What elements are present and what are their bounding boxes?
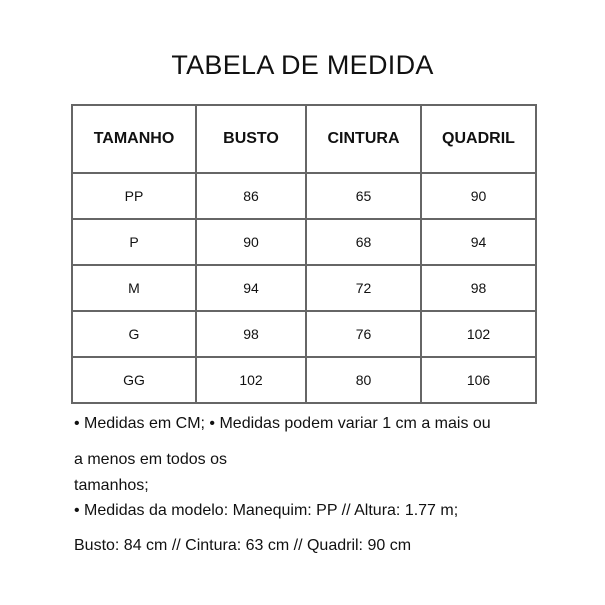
cell-quadril: 94 — [420, 218, 537, 266]
cell-busto: 102 — [195, 356, 307, 404]
cell-quadril: 90 — [420, 172, 537, 220]
note-line: • Medidas em CM; • Medidas podem variar … — [74, 415, 491, 432]
header-quadril: QUADRIL — [420, 104, 537, 174]
cell-size: P — [71, 218, 197, 266]
cell-busto: 86 — [195, 172, 307, 220]
table-row: PP 86 65 90 — [71, 172, 537, 220]
cell-cintura: 80 — [305, 356, 422, 404]
cell-quadril: 106 — [420, 356, 537, 404]
note-line: tamanhos; — [74, 477, 149, 494]
cell-cintura: 76 — [305, 310, 422, 358]
table-row: M 94 72 98 — [71, 264, 537, 312]
page-title: TABELA DE MEDIDA — [171, 50, 434, 80]
cell-quadril: 98 — [420, 264, 537, 312]
table-header-row: TAMANHO BUSTO CINTURA QUADRIL — [71, 104, 537, 174]
cell-busto: 94 — [195, 264, 307, 312]
cell-size: M — [71, 264, 197, 312]
cell-busto: 98 — [195, 310, 307, 358]
header-tamanho: TAMANHO — [71, 104, 197, 174]
cell-cintura: 68 — [305, 218, 422, 266]
table-row: P 90 68 94 — [71, 218, 537, 266]
cell-cintura: 72 — [305, 264, 422, 312]
table-row: GG 102 80 106 — [71, 356, 537, 404]
cell-size: G — [71, 310, 197, 358]
note-line: • Medidas da modelo: Manequim: PP // Alt… — [74, 502, 459, 519]
cell-size: GG — [71, 356, 197, 404]
note-line: Busto: 84 cm // Cintura: 63 cm // Quadri… — [74, 537, 412, 554]
cell-quadril: 102 — [420, 310, 537, 358]
note-line: a menos em todos os — [74, 451, 227, 468]
cell-busto: 90 — [195, 218, 307, 266]
table-row: G 98 76 102 — [71, 310, 537, 358]
size-table: TAMANHO BUSTO CINTURA QUADRIL PP 86 65 9… — [71, 104, 537, 404]
header-busto: BUSTO — [195, 104, 307, 174]
cell-size: PP — [71, 172, 197, 220]
cell-cintura: 65 — [305, 172, 422, 220]
header-cintura: CINTURA — [305, 104, 422, 174]
